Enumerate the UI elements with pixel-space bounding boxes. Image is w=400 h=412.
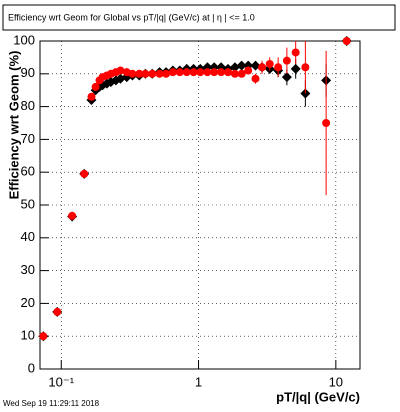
- data-point: [244, 66, 253, 75]
- data-point: [282, 56, 291, 65]
- data-point: [53, 307, 62, 316]
- data-point: [258, 63, 267, 72]
- y-tick-label: 10: [21, 328, 35, 343]
- data-point: [91, 82, 100, 91]
- data-point: [155, 69, 164, 78]
- chart-title: Efficiency wrt Geom for Global vs pT/|q|…: [8, 12, 255, 22]
- data-point: [203, 68, 212, 77]
- data-point: [196, 68, 205, 77]
- data-point: [68, 211, 77, 220]
- data-point: [290, 63, 301, 74]
- y-tick-label: 50: [21, 196, 35, 211]
- y-tick-label: 30: [21, 262, 35, 277]
- y-tick-label: 90: [21, 65, 35, 80]
- data-point: [168, 68, 177, 77]
- data-point: [210, 68, 219, 77]
- title-box: [2, 4, 396, 31]
- x-tick-label: 10⁻¹: [48, 374, 74, 389]
- data-point: [148, 69, 157, 78]
- data-point: [182, 68, 191, 77]
- x-tick-label: 1: [195, 374, 202, 389]
- footer-date: Wed Sep 19 11:29:11 2018: [3, 399, 100, 408]
- y-axis-title: Efficiency wrt Geom (%): [6, 51, 21, 200]
- data-point: [265, 59, 274, 68]
- data-point: [128, 69, 137, 78]
- y-tick-label: 100: [13, 32, 35, 47]
- data-point: [87, 92, 96, 101]
- data-point: [236, 60, 247, 71]
- y-tick-label: 80: [21, 98, 35, 113]
- y-tick-label: 20: [21, 295, 35, 310]
- data-point: [116, 66, 125, 75]
- x-tick-label: 10: [329, 374, 343, 389]
- data-point: [135, 69, 144, 78]
- data-point: [251, 74, 260, 83]
- data-point: [301, 63, 310, 72]
- data-point: [39, 332, 48, 341]
- data-point: [141, 69, 150, 78]
- data-point: [274, 63, 283, 72]
- y-tick-label: 0: [28, 360, 35, 375]
- data-point: [250, 60, 261, 71]
- y-tick-label: 40: [21, 229, 35, 244]
- data-point: [237, 69, 246, 78]
- data-point: [217, 68, 226, 77]
- y-tick-label: 60: [21, 164, 35, 179]
- data-point: [230, 69, 239, 78]
- x-axis-title: pT/|q| (GeV/c): [276, 389, 360, 404]
- data-point: [189, 68, 198, 77]
- data-point: [342, 37, 351, 45]
- data-point: [322, 119, 331, 127]
- data-point: [175, 68, 184, 77]
- data-point: [281, 72, 292, 83]
- data-point: [224, 68, 233, 77]
- y-tick-label: 70: [21, 131, 35, 146]
- data-point: [80, 169, 89, 178]
- data-point: [162, 69, 171, 78]
- data-point: [291, 48, 300, 57]
- data-point: [229, 62, 240, 73]
